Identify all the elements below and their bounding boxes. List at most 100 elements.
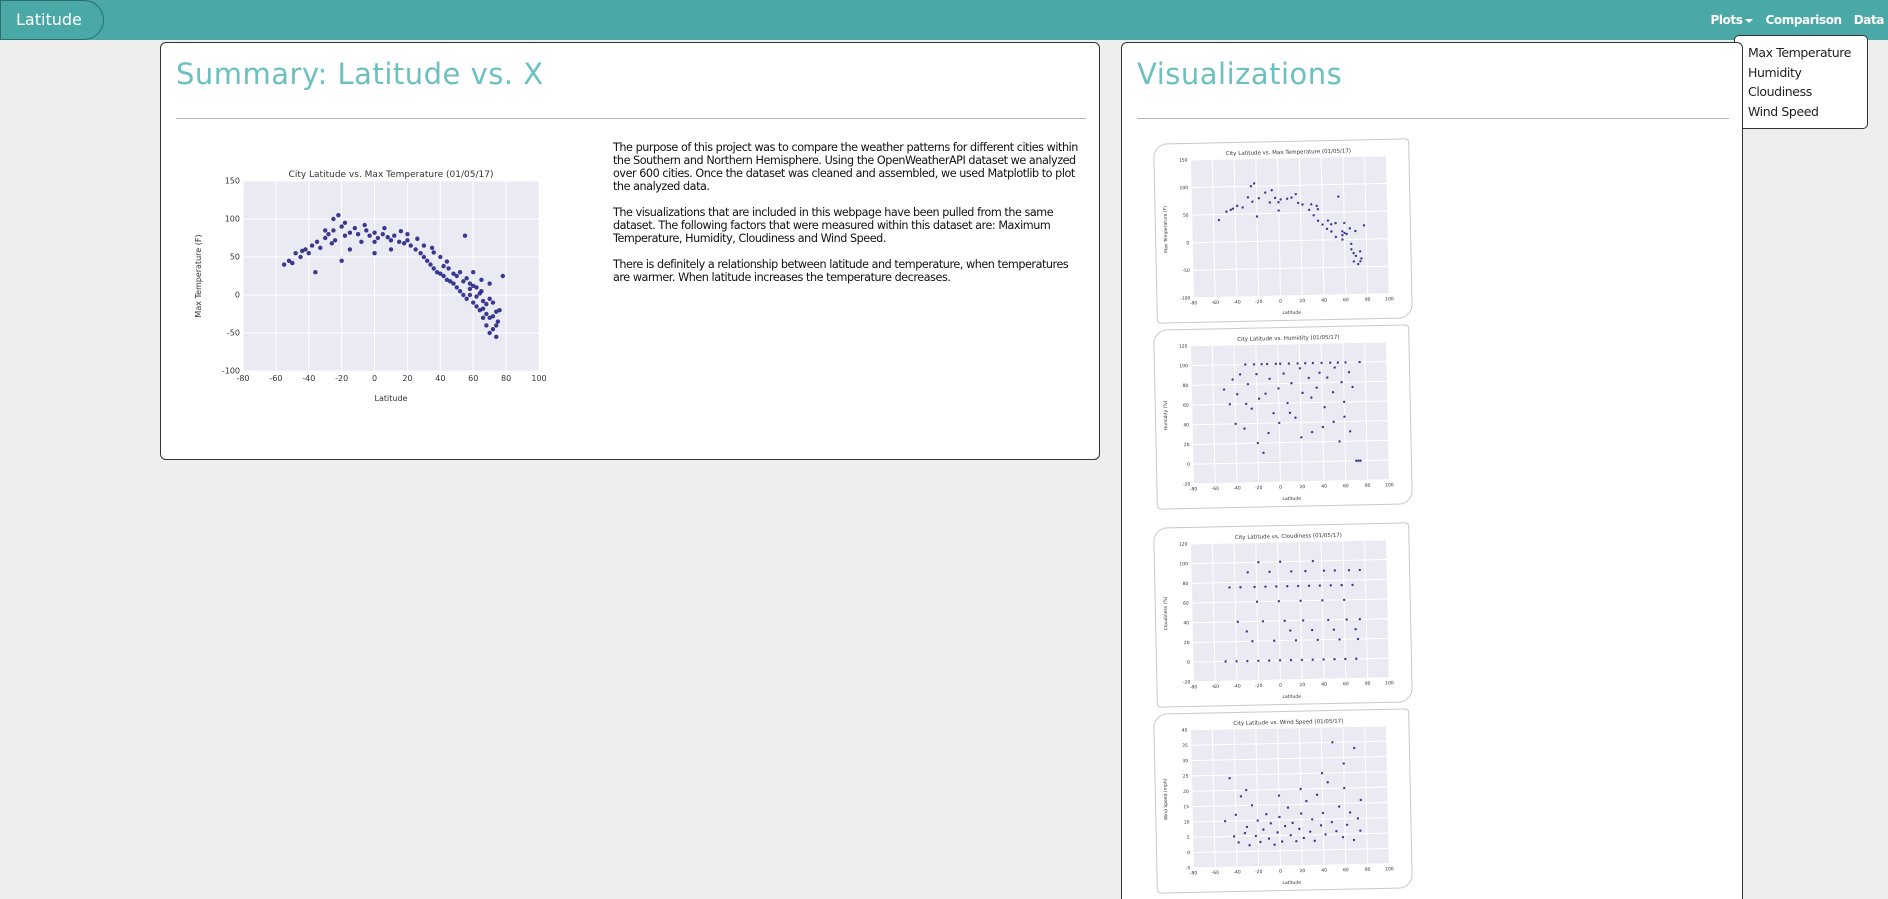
scatter-point (1245, 825, 1249, 829)
scatter-point (1246, 571, 1249, 574)
scatter-point (1282, 372, 1285, 375)
x-tick-label: 100 (1385, 680, 1394, 686)
thumb-chart-humidity: -80 -60 -40 -20 0 20 40 60 80 100 -20 0 20 40 60 80 100 1… (1163, 335, 1394, 502)
grid-line (1189, 159, 1194, 298)
scatter-point (1325, 227, 1329, 231)
dropdown-item-cloudiness[interactable]: Cloudiness (1748, 84, 1812, 99)
y-tick-label: 100 (1179, 185, 1188, 191)
scatter-point (1262, 828, 1265, 831)
x-tick-label: 20 (1299, 298, 1305, 304)
scatter-point (1341, 238, 1344, 241)
x-tick-label: -20 (1255, 299, 1263, 305)
scatter-point (1268, 570, 1271, 574)
scatter-point (1357, 262, 1360, 266)
scatter-point (1321, 223, 1324, 226)
scatter-point (1331, 741, 1334, 744)
scatter-point (1235, 660, 1238, 663)
thumbnail-cloudiness[interactable]: -80 -60 -40 -20 0 20 40 60 80 100 -20 0 20 40 60 80 100 1… (1153, 522, 1413, 708)
y-axis-label: Cloudiness (%) (1163, 596, 1170, 630)
nav-data-link[interactable]: Data (1853, 13, 1885, 27)
grid-line (1193, 847, 1390, 854)
scatter-point (418, 251, 423, 256)
scatter-point (372, 239, 377, 244)
grid-line (1233, 158, 1238, 297)
scatter-point (336, 213, 341, 218)
scatter-point (1267, 431, 1270, 435)
scatter-point (401, 241, 407, 246)
scatter-point (1345, 823, 1349, 826)
x-tick-label: -80 (236, 374, 249, 383)
scatter-point (454, 273, 459, 279)
grid-line (1298, 727, 1303, 866)
scatter-point (1223, 820, 1227, 823)
y-tick-label: -100 (222, 367, 240, 376)
grid-line (1191, 400, 1388, 406)
y-tick-label: 0 (1187, 660, 1190, 666)
scatter-point (329, 241, 334, 246)
scatter-point (1301, 203, 1304, 206)
grid-line (1190, 341, 1387, 347)
y-tick-label: 100 (225, 215, 240, 224)
max-temperature-chart: -80 -60 -40 -20 0 20 40 60 80 100 -100 -50 0 50 100 150… (194, 170, 547, 403)
y-tick-label: 35 (1182, 743, 1188, 749)
dropdown-item-max-temperature[interactable]: Max Temperature (1748, 45, 1851, 60)
scatter-point (1333, 366, 1336, 369)
scatter-point (342, 233, 348, 238)
scatter-point (1335, 829, 1338, 833)
scatter-point (1336, 361, 1340, 364)
x-tick-label: 0 (372, 374, 377, 383)
thumbnail-humidity[interactable]: -80 -60 -40 -20 0 20 40 60 80 100 -20 0 20 40 60 80 100 1… (1153, 324, 1413, 510)
grid-line (1191, 771, 1388, 777)
scatter-point (1310, 203, 1313, 206)
grid-line (1190, 539, 1387, 545)
scatter-point (421, 243, 427, 248)
x-tick-label: 60 (1343, 483, 1349, 489)
scatter-point (451, 281, 456, 286)
thumbnail-wind-speed[interactable]: -80 -60 -40 -20 0 20 40 60 80 100 -5 0 5 10 15 20 25 30 35… (1153, 708, 1413, 894)
scatter-point (487, 281, 492, 286)
x-tick-label: -20 (1255, 683, 1263, 689)
scatter-point (467, 286, 473, 292)
scatter-point (323, 228, 328, 233)
summary-paragraph: The purpose of this project was to compa… (613, 141, 1078, 193)
dropdown-item-humidity[interactable]: Humidity (1748, 64, 1802, 80)
grid-line (1255, 158, 1260, 297)
dropdown-item-wind-speed[interactable]: Wind Speed (1748, 103, 1819, 119)
grid-line (1320, 727, 1325, 866)
scatter-point (1255, 372, 1258, 376)
scatter-point (1305, 799, 1308, 803)
scatter-point (1310, 818, 1314, 821)
scatter-point (1250, 407, 1253, 410)
scatter-point (1257, 197, 1261, 200)
x-tick-label: -40 (1233, 299, 1241, 305)
grid-line (1277, 158, 1281, 297)
nav-plots-dropdown[interactable]: Plots (1710, 13, 1754, 27)
grid-line (1193, 479, 1390, 485)
scatter-point (1299, 812, 1303, 815)
grid-line (1193, 677, 1390, 683)
scatter-point (1286, 401, 1289, 405)
grid-line (1190, 155, 1387, 161)
scatter-point (1334, 235, 1338, 239)
scatter-point (1296, 201, 1300, 205)
scatter-point (1320, 361, 1323, 365)
grid-line (1255, 542, 1260, 681)
scatter-point (352, 225, 358, 231)
nav-comparison-link[interactable]: Comparison (1765, 13, 1842, 27)
scatter-point (1225, 210, 1228, 213)
thumbnail-max-temperature[interactable]: -80 -60 -40 -20 0 20 40 60 80 100 -100 -50 0 50 100 150… (1153, 138, 1413, 324)
scatter-point (480, 298, 486, 304)
scatter-point (1333, 569, 1337, 572)
chart-title: City Latitude vs. Humidity (01/05/17) (1237, 335, 1339, 343)
scatter-point (428, 262, 433, 267)
scatter-point (1273, 843, 1276, 846)
scatter-point (474, 285, 479, 290)
scatter-point (1278, 362, 1282, 365)
scatter-point (1283, 619, 1286, 623)
scatter-point (1312, 214, 1315, 217)
scatter-point (415, 236, 420, 241)
brand-link[interactable]: Latitude (0, 0, 104, 40)
grid-line (1211, 345, 1216, 484)
visualizations-panel: Visualizations -80 -60 -40 -20 0 20 40 60 80 100-… (1121, 42, 1743, 899)
scatter-point (1329, 361, 1332, 364)
